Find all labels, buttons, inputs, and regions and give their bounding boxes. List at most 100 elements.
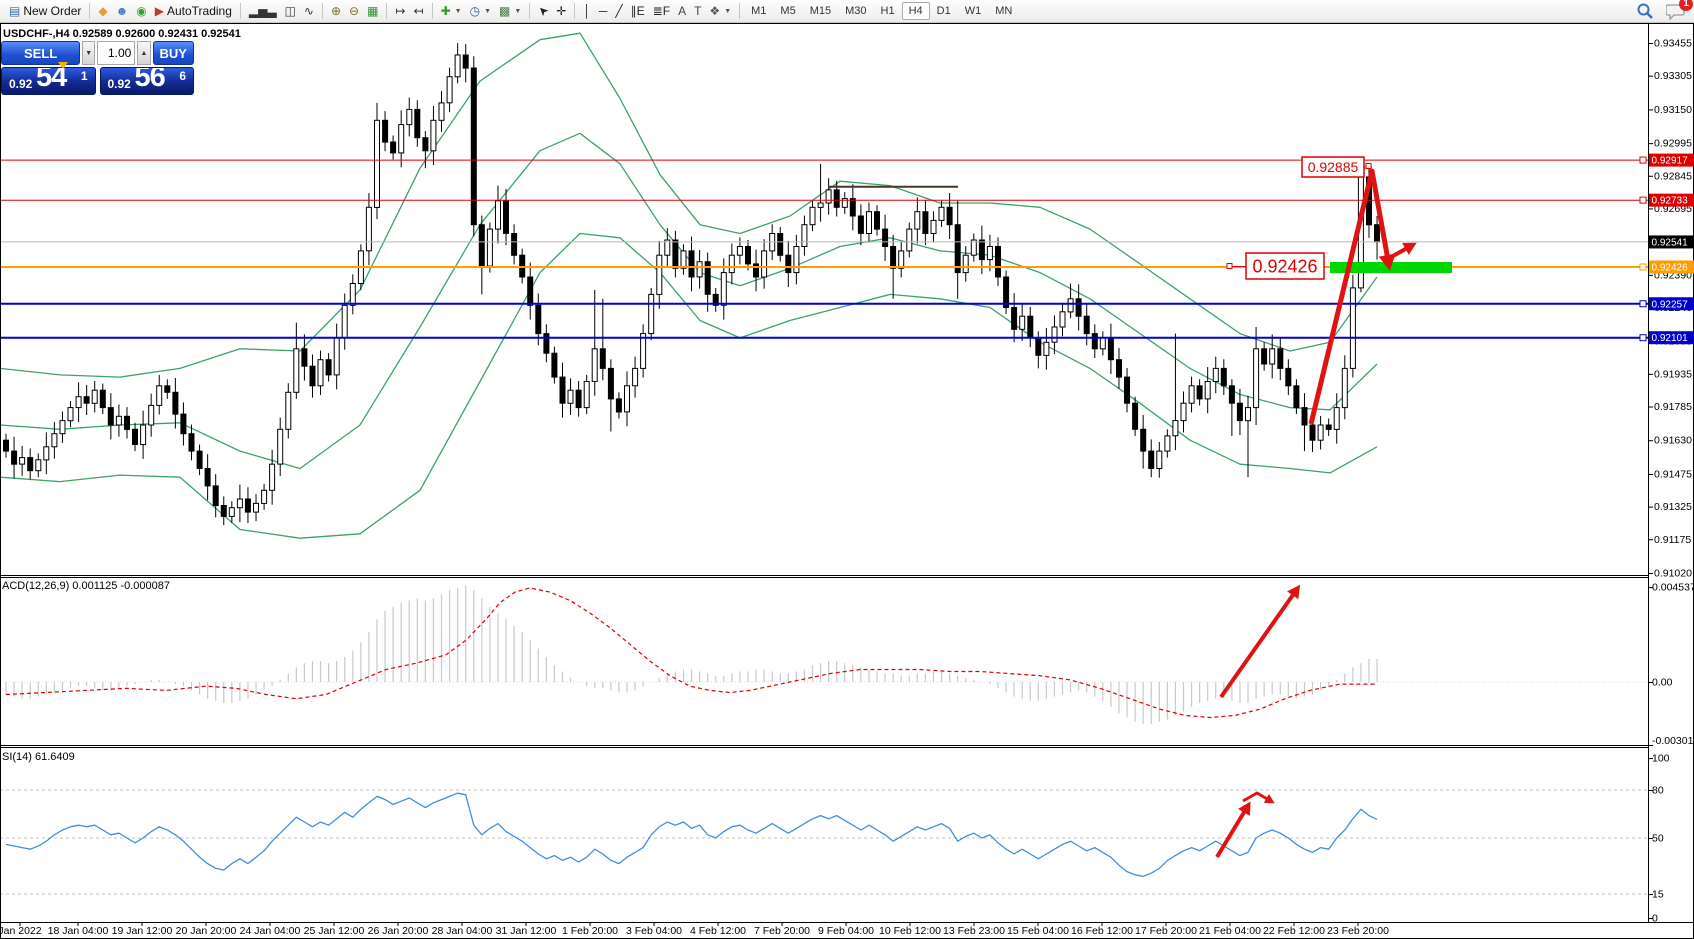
fibonacci-icon[interactable]: ≣F (649, 4, 674, 18)
price-axis: 0.934550.933050.931500.929950.928450.926… (1649, 38, 1694, 925)
svg-text:80: 80 (1652, 785, 1664, 797)
support-zone (1330, 262, 1452, 273)
price-badge-0.92733 (1649, 193, 1694, 207)
new-order-button-label: New Order (23, 4, 82, 18)
volume-input[interactable] (97, 41, 136, 65)
chart-shift-icon[interactable]: ↤ (410, 4, 428, 18)
svg-text:17 Feb 20:00: 17 Feb 20:00 (1135, 925, 1197, 937)
sell-price-prefix: 0.92 (9, 77, 33, 91)
volume-increase-button[interactable]: ▲ (137, 41, 151, 65)
autotrading-button[interactable]: ▶ AutoTrading (151, 3, 236, 19)
svg-text:0.93150: 0.93150 (1654, 104, 1692, 116)
svg-text:15: 15 (1652, 889, 1664, 901)
svg-text:0: 0 (1652, 913, 1658, 925)
signals-icon: ◉ (136, 4, 147, 18)
svg-text:0.92995: 0.92995 (1654, 138, 1692, 150)
search-icon[interactable] (1636, 2, 1654, 20)
svg-text:100: 100 (1652, 753, 1670, 765)
timeframe-d1-button[interactable]: D1 (936, 5, 951, 17)
trendline-icon[interactable]: ╱ (611, 4, 626, 18)
svg-text:ACD(12,26,9) 0.001125 -0.00008: ACD(12,26,9) 0.001125 -0.000087 (2, 580, 170, 592)
toolbar-separator (239, 3, 241, 19)
trade-panel-prices: 0.92 54 1 0.92 56 6 (1, 67, 194, 95)
buy-price-display[interactable]: 0.92 56 6 (99, 67, 194, 95)
svg-text:13 Feb 23:00: 13 Feb 23:00 (943, 925, 1005, 937)
annotations: 0.92885 0.92426 (1226, 156, 1372, 280)
svg-text:0.92426: 0.92426 (1652, 262, 1689, 273)
cursor-icon[interactable]: ➤ (534, 2, 552, 19)
volume-decrease-button[interactable]: ▼ (82, 41, 96, 65)
annotation-arrow (1219, 590, 1297, 699)
svg-text:50: 50 (1652, 833, 1664, 845)
toolbar-separator (386, 3, 388, 19)
timeframe-h1-button[interactable]: H1 (880, 5, 895, 17)
fibonacci-icon: ≣F (652, 4, 671, 18)
buy-button[interactable]: BUY (152, 41, 194, 65)
sell-price-pipette: 1 (80, 69, 88, 83)
line-chart-icon[interactable]: ∿ (300, 4, 318, 18)
toolbar-separator (739, 3, 741, 19)
svg-text:0.91020: 0.91020 (1654, 568, 1692, 580)
package-icon: ◆ (98, 4, 108, 18)
buy-price-big-digits: 56 (134, 67, 166, 93)
svg-text:26 Jan 20:00: 26 Jan 20:00 (368, 925, 429, 937)
candlestick-chart-icon[interactable]: ◫ (281, 4, 300, 18)
zoom-in-icon[interactable]: ⊕ (327, 4, 345, 18)
svg-text:0.92426: 0.92426 (1252, 256, 1317, 276)
auto-scroll-icon[interactable]: ↦ (391, 4, 409, 18)
timeframe-m15-button[interactable]: M15 (809, 5, 832, 17)
svg-text:19 Jan 12:00: 19 Jan 12:00 (112, 925, 173, 937)
toolbar-separator (431, 3, 433, 19)
timeframe-m1-button[interactable]: M1 (751, 5, 767, 17)
crosshair-icon: ✛ (556, 4, 567, 18)
channel-icon[interactable]: ∥E (627, 4, 649, 18)
sell-price-display[interactable]: 0.92 54 1 (1, 67, 96, 95)
chevron-down-icon: ▼ (724, 7, 732, 15)
community-icon[interactable]: ☻ (112, 4, 133, 18)
zoom-out-icon[interactable]: ⊖ (345, 4, 363, 18)
trend-arrows (1215, 168, 1417, 859)
signals-icon[interactable]: ◉ (132, 4, 150, 18)
vertical-line-icon[interactable]: │ (579, 4, 595, 18)
svg-text:0.92541: 0.92541 (1652, 237, 1689, 248)
chart-shift-icon: ↤ (413, 4, 424, 18)
toolbar-right-icons: 1 (1636, 0, 1693, 21)
svg-text:-0.003016: -0.003016 (1652, 735, 1694, 747)
svg-text:0.92733: 0.92733 (1652, 196, 1689, 207)
package-icon[interactable]: ◆ (94, 4, 111, 18)
rsi-line (5, 792, 1378, 878)
sell-button[interactable]: SELL (1, 41, 81, 65)
timeframe-m30-button[interactable]: M30 (845, 5, 867, 17)
timeframe-h4-button[interactable]: H4 (901, 2, 930, 20)
toolbar-separator (529, 3, 531, 19)
text-icon[interactable]: A (674, 4, 690, 18)
svg-text:0.92845: 0.92845 (1654, 170, 1692, 182)
indicators-button[interactable]: ✚ ▼ (437, 4, 466, 18)
arrows-button[interactable]: ❖ ▼ (705, 4, 735, 18)
timeframe-mn-button[interactable]: MN (995, 5, 1013, 17)
periods-button[interactable]: ◷ ▼ (466, 4, 495, 18)
new-order-button[interactable]: ▤ New Order (5, 3, 85, 19)
notifications-icon[interactable]: 1 (1665, 0, 1693, 21)
bar-chart-icon[interactable]: ▂▅▃ (245, 4, 281, 18)
timeframe-toolbar: M1 M5 M15 M30 H1 H4 D1 W1 MN (744, 2, 1019, 20)
horizontal-line-icon[interactable]: ─ (595, 4, 612, 18)
text-label-icon[interactable]: T (690, 4, 705, 18)
auto-scroll-icon: ↦ (395, 4, 406, 18)
tile-windows-icon: ▦ (367, 4, 379, 18)
timeframe-w1-button[interactable]: W1 (964, 5, 982, 17)
tile-windows-icon[interactable]: ▦ (363, 4, 382, 18)
chevron-down-icon: ▼ (514, 7, 522, 15)
chevron-down-icon: ▼ (484, 7, 491, 15)
price-badge-0.92917 (1649, 153, 1694, 167)
periods-icon: ◷ (469, 4, 481, 18)
svg-text:1 Feb 20:00: 1 Feb 20:00 (562, 925, 618, 937)
templates-button[interactable]: ▩ ▼ (495, 4, 525, 18)
crosshair-icon[interactable]: ✛ (552, 4, 570, 18)
price-badge-0.92426 (1649, 260, 1694, 274)
annotation-zone-price-label (1245, 252, 1325, 280)
autotrading-button-label: AutoTrading (166, 4, 232, 18)
main-toolbar: ▤ New Order ◆ ☻ ◉ ▶ AutoTrading ▂▅▃ ◫ ∿ ⊕ ⊖ ▦ ↦ ↤ ✚ ▼ ◷ ▼ ▩… (0, 0, 1694, 23)
timeframe-m5-button[interactable]: M5 (780, 5, 796, 17)
